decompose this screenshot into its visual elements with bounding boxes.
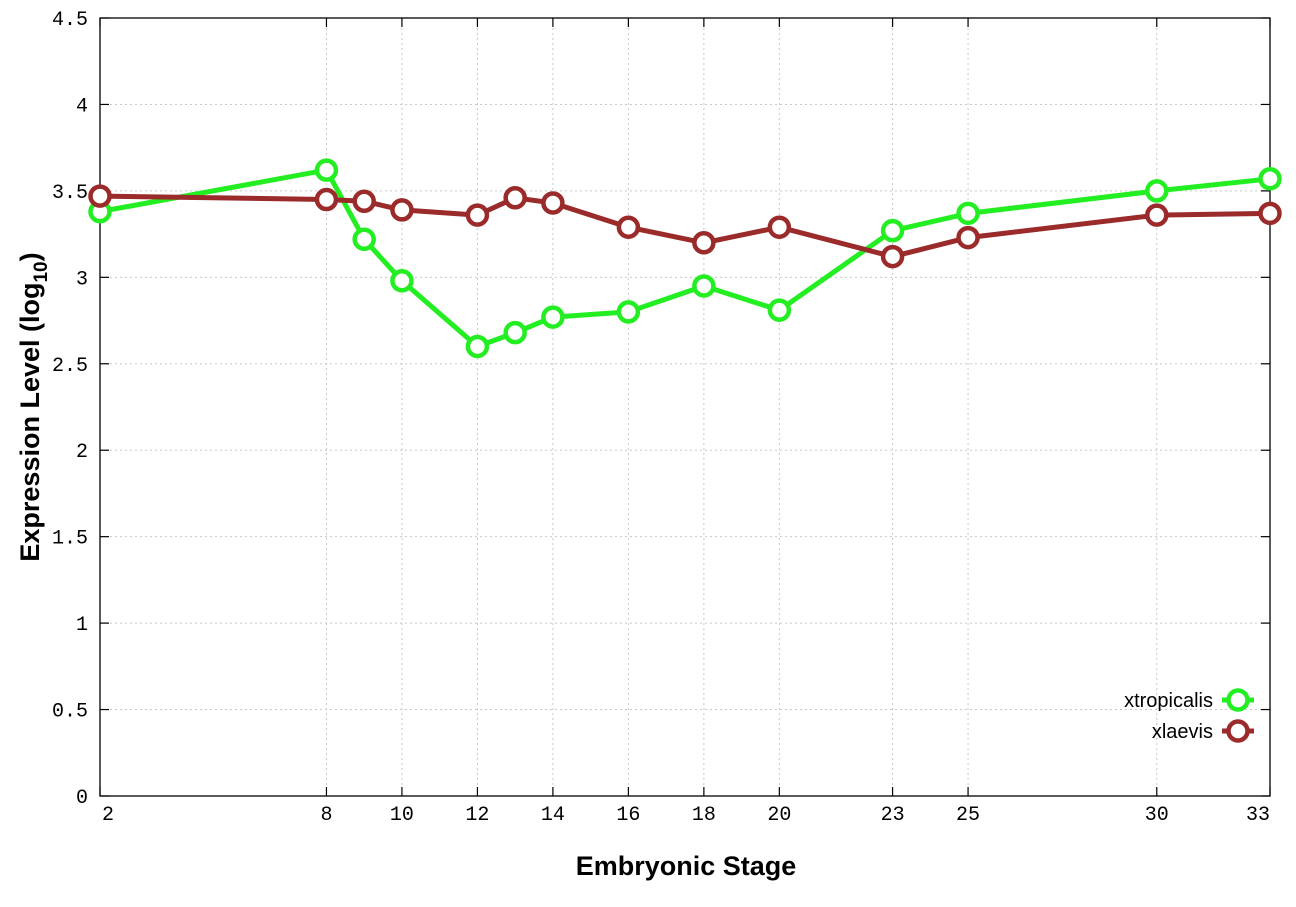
data-point-xtropicalis xyxy=(503,320,527,345)
legend-label-xtropicalis: xtropicalis xyxy=(1124,690,1213,712)
y-axis-title-main: Expression Level (log xyxy=(15,283,45,562)
x-tick-label: 33 xyxy=(1246,804,1270,827)
y-tick-label: 0 xyxy=(76,787,88,810)
axis-ticks xyxy=(99,17,1271,797)
data-point-xtropicalis xyxy=(541,305,565,329)
data-point-xlaevis xyxy=(616,215,641,239)
data-point-xtropicalis xyxy=(1145,179,1169,203)
x-tick-labels: 2 8 10 12 14 16 18 20 23 25 30 33 xyxy=(102,804,1270,827)
x-tick-label: 14 xyxy=(541,804,565,827)
x-axis-title: Embryonic Stage xyxy=(576,851,797,881)
y-tick-label: 4 xyxy=(76,95,88,118)
y-tick-label: 1.5 xyxy=(52,528,88,551)
x-tick-label: 25 xyxy=(956,804,980,827)
data-point-xlaevis xyxy=(352,189,376,214)
data-point-xlaevis xyxy=(390,198,414,222)
series-lines xyxy=(88,158,1282,359)
x-tick-label: 23 xyxy=(881,804,905,827)
y-tick-labels: 0 0.5 1 1.5 2 2.5 3 3.5 4 4.5 xyxy=(52,9,88,810)
data-point-xlaevis xyxy=(541,191,565,215)
legend: xtropicalis xlaevis xyxy=(1124,688,1254,743)
x-tick-label: 8 xyxy=(320,804,332,827)
data-point-xlaevis xyxy=(1145,203,1169,227)
data-point-xlaevis xyxy=(88,184,112,208)
y-tick-label: 2 xyxy=(76,441,88,464)
x-tick-label: 10 xyxy=(390,804,414,827)
data-point-xlaevis xyxy=(503,186,527,210)
data-point-xtropicalis xyxy=(1258,167,1282,191)
data-point-xlaevis xyxy=(314,187,339,212)
x-tick-label: 16 xyxy=(616,804,640,827)
data-point-xlaevis xyxy=(692,231,716,255)
data-point-xtropicalis xyxy=(390,269,414,293)
data-point-xlaevis xyxy=(465,203,490,227)
legend-marker-xlaevis xyxy=(1226,719,1250,743)
data-point-xlaevis xyxy=(956,225,980,250)
y-axis-title: Expression Level (log10) xyxy=(15,252,52,561)
y-tick-label: 2.5 xyxy=(52,355,88,378)
y-axis-title-subscript: 10 xyxy=(31,261,52,282)
legend-label-xlaevis: xlaevis xyxy=(1152,721,1213,743)
x-tick-label: 18 xyxy=(692,804,716,827)
series-xtropicalis xyxy=(88,158,1282,359)
data-point-xtropicalis xyxy=(465,334,490,359)
series-line-xlaevis xyxy=(99,193,1271,260)
data-point-xlaevis xyxy=(767,215,792,239)
data-point-xtropicalis xyxy=(692,274,716,298)
x-tick-label: 2 xyxy=(102,804,114,827)
data-point-xtropicalis xyxy=(956,201,980,226)
data-point-xtropicalis xyxy=(352,227,376,252)
y-tick-label: 1 xyxy=(76,614,88,637)
data-point-xtropicalis xyxy=(616,300,641,324)
x-tick-label: 30 xyxy=(1145,804,1169,827)
legend-marker-xtropicalis xyxy=(1226,688,1250,712)
grid-lines xyxy=(100,18,1270,796)
data-point-xtropicalis xyxy=(314,158,339,182)
y-axis-title-close: ) xyxy=(15,252,45,261)
data-point-xtropicalis xyxy=(880,218,905,243)
plot-area-border xyxy=(99,17,1271,797)
y-tick-label: 4.5 xyxy=(52,9,88,32)
series-xlaevis xyxy=(88,184,1282,269)
y-tick-label: 3 xyxy=(76,268,88,291)
x-tick-label: 20 xyxy=(767,804,791,827)
data-point-xlaevis xyxy=(880,244,905,269)
data-point-xlaevis xyxy=(1258,201,1282,226)
data-point-xtropicalis xyxy=(767,298,792,322)
y-tick-label: 0.5 xyxy=(52,701,88,724)
y-tick-label: 3.5 xyxy=(52,182,88,205)
x-tick-label: 12 xyxy=(465,804,489,827)
